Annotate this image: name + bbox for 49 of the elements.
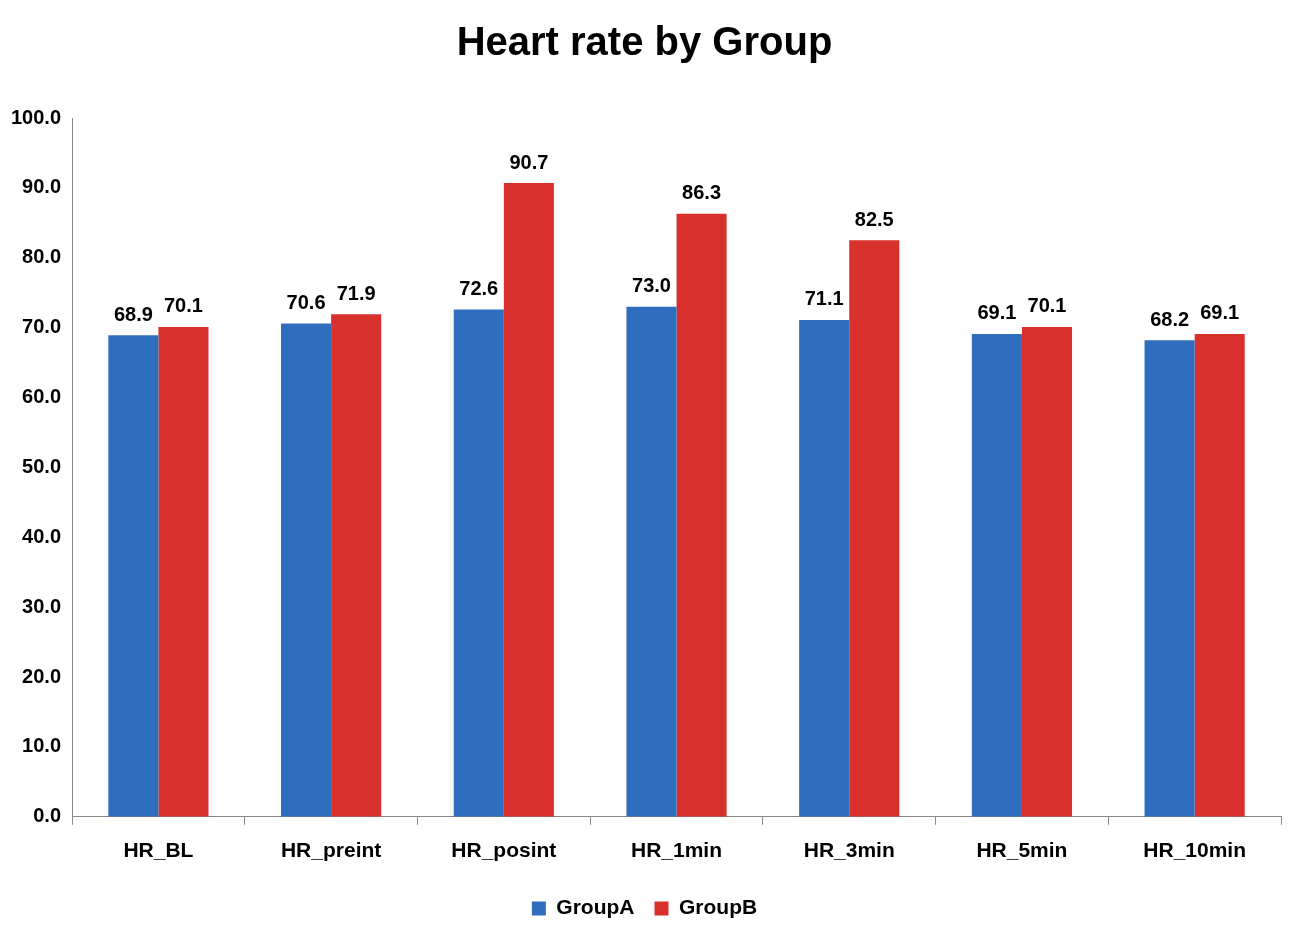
y-tick-label: 20.0 — [22, 664, 62, 687]
data-label: 90.7 — [509, 150, 549, 173]
data-label: 70.1 — [163, 294, 203, 317]
bar — [158, 326, 209, 817]
data-label: 69.1 — [1200, 301, 1240, 324]
bar — [1021, 326, 1073, 817]
data-label: 71.9 — [336, 281, 376, 304]
y-tick-label: 0.0 — [33, 804, 62, 827]
bar — [1144, 340, 1195, 817]
y-tick-label: 40.0 — [22, 524, 62, 547]
bar — [281, 323, 332, 817]
x-tick-label: HR_5min — [976, 838, 1068, 862]
data-label: 69.1 — [977, 301, 1017, 324]
bar — [331, 314, 382, 817]
legend-label: GroupA — [556, 895, 635, 919]
bar — [626, 306, 677, 817]
x-tick-label: HR_BL — [123, 838, 194, 862]
bar — [1194, 333, 1245, 817]
chart-title: Heart rate by Group — [456, 19, 833, 64]
data-label: 73.0 — [632, 274, 671, 297]
y-tick-label: 30.0 — [22, 594, 62, 617]
x-tick-label: HR_3min — [803, 838, 895, 862]
y-tick-label: 10.0 — [22, 734, 62, 757]
data-label: 82.5 — [854, 207, 894, 230]
y-tick-label: 90.0 — [22, 175, 62, 198]
bar — [503, 182, 554, 817]
bar — [453, 309, 504, 817]
bar — [799, 319, 850, 817]
y-tick-label: 50.0 — [22, 454, 62, 477]
y-tick-label: 70.0 — [22, 315, 62, 338]
y-tick-label: 80.0 — [22, 245, 62, 268]
data-label: 86.3 — [682, 181, 722, 204]
data-label: 71.1 — [804, 287, 844, 310]
data-label: 68.9 — [113, 302, 153, 325]
data-label: 70.6 — [286, 290, 326, 313]
bar — [676, 213, 727, 817]
x-tick-label: HR_posint — [451, 838, 557, 862]
data-label: 68.2 — [1150, 307, 1190, 330]
data-label: 72.6 — [459, 276, 499, 299]
legend-label: GroupB — [679, 895, 758, 919]
bar — [849, 240, 900, 817]
y-tick-label: 100.0 — [10, 105, 62, 128]
x-tick-label: HR_1min — [631, 838, 723, 862]
x-tick-label: HR_10min — [1143, 838, 1246, 862]
data-label: 70.1 — [1027, 294, 1067, 317]
bar — [971, 333, 1022, 817]
x-tick-label: HR_preint — [280, 838, 382, 862]
bar — [108, 335, 159, 817]
y-tick-label: 60.0 — [22, 385, 62, 408]
